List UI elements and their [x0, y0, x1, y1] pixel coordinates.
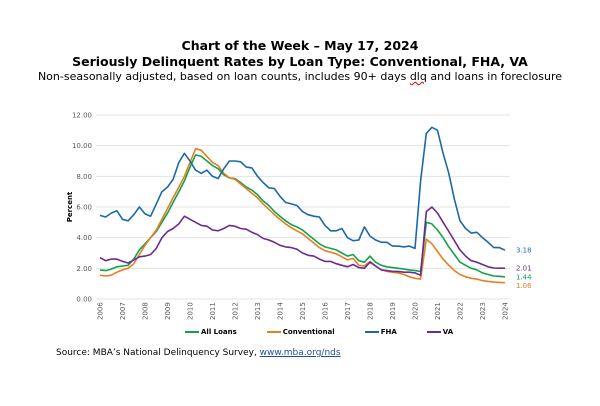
x-tick-label: 2015 [299, 302, 307, 320]
y-tick-label: 12.00 [72, 112, 92, 120]
x-tick-label: 2009 [164, 302, 172, 320]
legend-label: Conventional [282, 328, 335, 336]
legend-swatch [426, 331, 441, 333]
series-line-conventional [99, 147, 506, 284]
legend: All Loans Conventional FHA VA [185, 328, 453, 336]
y-axis-label: Percent [66, 191, 74, 222]
gridlines [96, 114, 510, 300]
legend-item-fha: FHA [364, 328, 397, 336]
x-tick-label: 2016 [322, 302, 330, 320]
x-axis-ticks: 2006 2007 2008 2009 2010 2011 2012 2013 2014 2015… [97, 302, 510, 320]
x-tick-label: 2021 [434, 302, 442, 320]
legend-label: All Loans [201, 328, 237, 336]
chart-note: Non-seasonally adjusted, based on loan c… [0, 70, 600, 83]
chart-subtitle: Seriously Delinquent Rates by Loan Type:… [72, 54, 528, 69]
end-label-fha: 3.18 [516, 247, 532, 255]
end-label-va: 2.01 [516, 265, 532, 273]
chart-note-flagged-word: dlq [409, 70, 427, 83]
x-tick-label: 2023 [479, 302, 487, 320]
chart-note-start: Non-seasonally adjusted, based on loan c… [37, 70, 410, 83]
end-label-conventional: 1.06 [516, 282, 532, 290]
y-tick-label: 10.00 [72, 142, 92, 150]
y-tick-label: 2.00 [76, 265, 92, 273]
y-tick-label: 4.00 [76, 234, 92, 242]
series-line-va [99, 206, 505, 277]
x-tick-label: 2010 [187, 302, 195, 320]
y-tick-label: 0.00 [76, 296, 92, 304]
source-link[interactable]: www.mba.org/nds [259, 348, 341, 358]
source-prefix: Source: MBA’s National Delinquency Surve… [56, 348, 260, 358]
x-tick-label: 2011 [209, 302, 217, 320]
legend-swatch [185, 331, 199, 333]
legend-label: VA [442, 328, 454, 336]
y-tick-label: 6.00 [76, 204, 92, 212]
x-tick-label: 2022 [457, 302, 465, 320]
chart-note-end: and loans in foreclosure [426, 70, 563, 83]
legend-item-all-loans: All Loans [185, 328, 237, 336]
x-tick-label: 2012 [232, 302, 240, 320]
end-labels: 1.441.06 3.18 2.01 [516, 247, 532, 291]
legend-item-va: VA [426, 328, 454, 336]
series-lines [99, 126, 506, 284]
x-tick-label: 2019 [389, 302, 397, 320]
x-tick-label: 2017 [344, 302, 352, 320]
x-tick-label: 2013 [254, 302, 262, 320]
legend-swatch [364, 331, 379, 333]
end-label-all-loans: 1.44 [516, 273, 532, 281]
x-tick-label: 2018 [367, 302, 375, 320]
x-tick-label: 2008 [142, 302, 150, 320]
chart-title: Chart of the Week – May 17, 2024 [181, 38, 419, 53]
legend-swatch [266, 331, 281, 333]
series-line-all-loans [99, 154, 506, 278]
x-tick-label: 2014 [277, 302, 285, 320]
y-axis-ticks: 0.00 2.00 4.00 6.00 8.00 10.00 12.00 [72, 112, 92, 304]
series-line-fha [99, 126, 506, 251]
source-note: Source: MBA’s National Delinquency Surve… [56, 348, 341, 358]
y-tick-label: 8.00 [76, 173, 92, 181]
x-tick-label: 2006 [97, 302, 105, 320]
x-tick-label: 2024 [502, 302, 510, 320]
x-tick-label: 2020 [412, 302, 420, 320]
legend-label: FHA [380, 328, 397, 336]
x-tick-label: 2007 [119, 302, 127, 320]
legend-item-conventional: Conventional [266, 328, 335, 336]
